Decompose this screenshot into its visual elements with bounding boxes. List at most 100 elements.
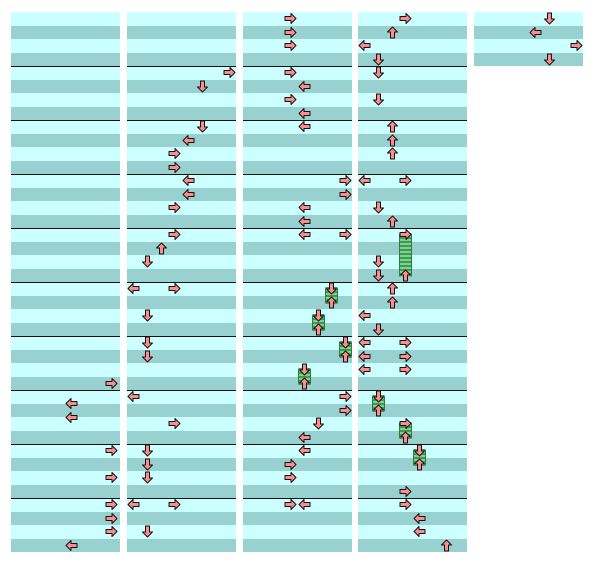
- chart-row-stripe: [11, 187, 120, 201]
- chart-row-stripe: [11, 12, 120, 26]
- chart-row-stripe: [358, 309, 467, 323]
- chart-row-stripe: [358, 498, 467, 512]
- chart-row-stripe: [127, 376, 236, 390]
- down-arrow-icon: [141, 471, 154, 484]
- right-arrow-icon: [284, 471, 297, 484]
- down-arrow-icon: [372, 201, 385, 214]
- right-arrow-icon: [168, 201, 181, 214]
- right-arrow-icon: [284, 26, 297, 39]
- chart-row-stripe: [358, 66, 467, 80]
- chart-row-stripe: [127, 322, 236, 336]
- right-arrow-icon: [399, 350, 412, 363]
- chart-row-stripe: [11, 336, 120, 350]
- chart-row-stripe: [11, 201, 120, 215]
- chart-row-stripe: [11, 66, 120, 80]
- up-arrow-icon: [413, 458, 426, 471]
- chart-row-stripe: [243, 12, 352, 26]
- right-arrow-icon: [168, 498, 181, 511]
- down-arrow-icon: [372, 255, 385, 268]
- chart-row-stripe: [358, 336, 467, 350]
- down-arrow-icon: [298, 363, 311, 376]
- right-arrow-icon: [284, 458, 297, 471]
- chart-row-stripe: [358, 322, 467, 336]
- left-arrow-icon: [358, 309, 371, 322]
- up-arrow-icon: [386, 282, 399, 295]
- measure-line: [243, 66, 352, 68]
- right-arrow-icon: [105, 377, 118, 390]
- chart-row-stripe: [11, 214, 120, 228]
- chart-row-stripe: [243, 255, 352, 269]
- down-arrow-icon: [372, 53, 385, 66]
- chart-row-stripe: [358, 25, 467, 39]
- chart-row-stripe: [11, 511, 120, 525]
- chart-column-1: [11, 12, 120, 556]
- down-arrow-icon: [413, 444, 426, 457]
- down-arrow-icon: [372, 323, 385, 336]
- chart-row-stripe: [127, 255, 236, 269]
- chart-row-stripe: [358, 106, 467, 120]
- up-arrow-icon: [440, 539, 453, 552]
- up-arrow-icon: [399, 431, 412, 444]
- up-arrow-icon: [372, 404, 385, 417]
- chart-row-stripe: [243, 525, 352, 539]
- chart-row-stripe: [358, 349, 467, 363]
- measure-line: [243, 174, 352, 176]
- chart-row-stripe: [358, 444, 467, 458]
- chart-row-stripe: [243, 201, 352, 215]
- measure-line: [127, 498, 236, 500]
- left-arrow-icon: [182, 188, 195, 201]
- left-arrow-icon: [298, 498, 311, 511]
- right-arrow-icon: [168, 161, 181, 174]
- right-arrow-icon: [105, 471, 118, 484]
- chart-row-stripe: [11, 39, 120, 53]
- left-arrow-icon: [65, 411, 78, 424]
- chart-row-stripe: [243, 282, 352, 296]
- down-arrow-icon: [543, 53, 556, 66]
- right-arrow-icon: [105, 498, 118, 511]
- measure-line: [127, 120, 236, 122]
- hold-note: [399, 232, 412, 278]
- right-arrow-icon: [339, 228, 352, 241]
- chart-row-stripe: [243, 309, 352, 323]
- left-arrow-icon: [413, 525, 426, 538]
- left-arrow-icon: [358, 350, 371, 363]
- right-arrow-icon: [339, 188, 352, 201]
- right-arrow-icon: [399, 336, 412, 349]
- chart-row-stripe: [11, 417, 120, 431]
- chart-row-stripe: [11, 93, 120, 107]
- chart-row-stripe: [358, 120, 467, 134]
- measure-line: [358, 66, 467, 68]
- chart-row-stripe: [243, 484, 352, 498]
- chart-row-stripe: [127, 79, 236, 93]
- chart-row-stripe: [127, 52, 236, 66]
- right-arrow-icon: [284, 39, 297, 52]
- measure-line: [358, 282, 467, 284]
- chart-row-stripe: [474, 52, 583, 66]
- chart-row-stripe: [11, 25, 120, 39]
- chart-row-stripe: [358, 93, 467, 107]
- chart-row-stripe: [127, 174, 236, 188]
- chart-row-stripe: [243, 133, 352, 147]
- chart-row-stripe: [358, 12, 467, 26]
- down-arrow-icon: [141, 309, 154, 322]
- up-arrow-icon: [298, 377, 311, 390]
- chart-row-stripe: [358, 187, 467, 201]
- chart-row-stripe: [358, 511, 467, 525]
- chart-row-stripe: [243, 214, 352, 228]
- chart-row-stripe: [243, 363, 352, 377]
- chart-row-stripe: [127, 363, 236, 377]
- chart-row-stripe: [127, 268, 236, 282]
- chart-row-stripe: [11, 241, 120, 255]
- chart-row-stripe: [474, 39, 583, 53]
- right-arrow-icon: [105, 525, 118, 538]
- chart-row-stripe: [127, 430, 236, 444]
- right-arrow-icon: [223, 66, 236, 79]
- chart-row-stripe: [11, 525, 120, 539]
- right-arrow-icon: [105, 512, 118, 525]
- chart-row-stripe: [11, 457, 120, 471]
- chart-row-stripe: [243, 322, 352, 336]
- chart-row-stripe: [243, 444, 352, 458]
- left-arrow-icon: [358, 39, 371, 52]
- measure-line: [243, 444, 352, 446]
- right-arrow-icon: [339, 174, 352, 187]
